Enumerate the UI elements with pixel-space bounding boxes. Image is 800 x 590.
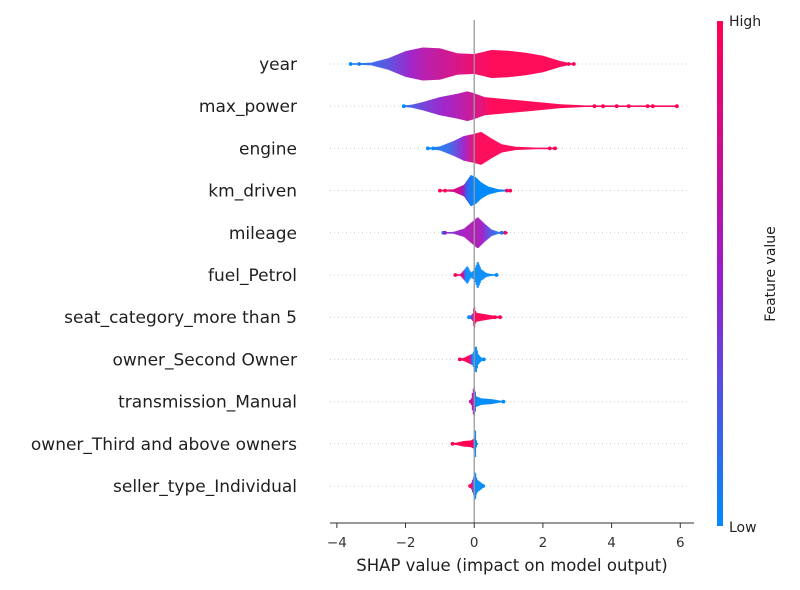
feature-label: max_power	[199, 97, 297, 117]
outlier-point	[431, 146, 435, 151]
outlier-point	[645, 104, 650, 109]
outlier-point	[674, 104, 679, 109]
violin-seller-type-individual	[468, 471, 486, 501]
outlier-point	[566, 62, 571, 66]
feature-row-owner-second-owner: owner_Second Owner	[112, 346, 688, 373]
feature-row-mileage: mileage	[229, 217, 688, 249]
colorbar: High Low Feature value	[717, 14, 779, 536]
violin-engine	[425, 132, 558, 165]
x-axis-label: SHAP value (impact on model output)	[356, 556, 667, 575]
colorbar-title: Feature value	[763, 226, 779, 322]
x-tick-label: 2	[539, 535, 548, 551]
outlier-point	[453, 273, 458, 277]
feature-label: owner_Second Owner	[112, 350, 297, 370]
outlier-point	[468, 399, 473, 404]
feature-label: owner_Third and above owners	[31, 435, 297, 455]
outlier-point	[468, 484, 473, 488]
violin-year	[348, 47, 576, 81]
x-tick-label: 4	[607, 535, 616, 551]
outlier-point	[443, 230, 447, 235]
outlier-point	[492, 315, 497, 320]
violin-seat-category-more-than-5	[467, 306, 503, 328]
outlier-point	[457, 357, 462, 362]
outlier-point	[553, 146, 557, 151]
colorbar-gradient	[717, 21, 723, 526]
outlier-point	[467, 315, 471, 320]
x-ticks: −4 −2 0 2 4 6	[327, 523, 685, 551]
outlier-point	[450, 441, 455, 446]
violin-max-power	[401, 91, 679, 121]
feature-label: seat_category_more than 5	[64, 308, 297, 328]
feature-label: engine	[239, 139, 297, 159]
feature-row-transmission-manual: transmission_Manual	[118, 386, 688, 417]
violin-owner-second-owner	[457, 346, 486, 373]
x-tick-label: −2	[396, 535, 416, 551]
feature-label: km_driven	[208, 182, 297, 202]
outlier-point	[498, 315, 502, 320]
outlier-point	[437, 188, 442, 193]
feature-row-max-power: max_power	[199, 91, 688, 121]
outlier-point	[614, 104, 619, 109]
outlier-point	[504, 188, 509, 193]
outlier-point	[592, 104, 597, 109]
feature-label: fuel_Petrol	[208, 266, 297, 286]
colorbar-low-label: Low	[729, 520, 757, 536]
feature-label: seller_type_Individual	[113, 477, 297, 497]
feature-label: year	[259, 55, 297, 75]
outlier-point	[601, 104, 605, 109]
outlier-point	[494, 273, 499, 277]
outlier-point	[547, 146, 552, 151]
outlier-point	[348, 62, 353, 66]
outlier-point	[499, 230, 504, 235]
x-tick-label: 0	[470, 535, 479, 551]
outlier-point	[401, 104, 406, 109]
x-axis: −4 −2 0 2 4 6	[327, 522, 694, 551]
outlier-point	[501, 399, 506, 404]
feature-row-engine: engine	[239, 132, 688, 165]
feature-row-owner-third-and-above-owners: owner_Third and above owners	[31, 430, 688, 458]
outlier-point	[443, 188, 447, 193]
feature-row-year: year	[259, 47, 688, 81]
outlier-point	[460, 273, 465, 277]
feature-label: mileage	[229, 224, 297, 244]
outlier-point	[357, 62, 362, 66]
violin-km-driven	[437, 175, 513, 206]
feature-label: transmission_Manual	[118, 393, 297, 413]
outlier-point	[626, 104, 631, 109]
x-tick-label: −4	[327, 535, 347, 551]
outlier-point	[425, 146, 430, 151]
outlier-point	[503, 230, 508, 235]
x-tick-label: 6	[676, 535, 685, 551]
outlier-point	[571, 62, 576, 66]
feature-row-fuel-petrol: fuel_Petrol	[208, 262, 688, 288]
outlier-point	[481, 484, 486, 488]
violin-fuel-petrol	[453, 262, 499, 288]
outlier-point	[508, 188, 513, 193]
feature-row-seat-category-more-than-5: seat_category_more than 5	[64, 306, 688, 328]
feature-row-seller-type-individual: seller_type_Individual	[113, 471, 688, 501]
colorbar-high-label: High	[729, 14, 761, 30]
outlier-point	[650, 104, 655, 109]
outlier-point	[481, 357, 486, 362]
feature-row-km-driven: km_driven	[208, 175, 688, 206]
